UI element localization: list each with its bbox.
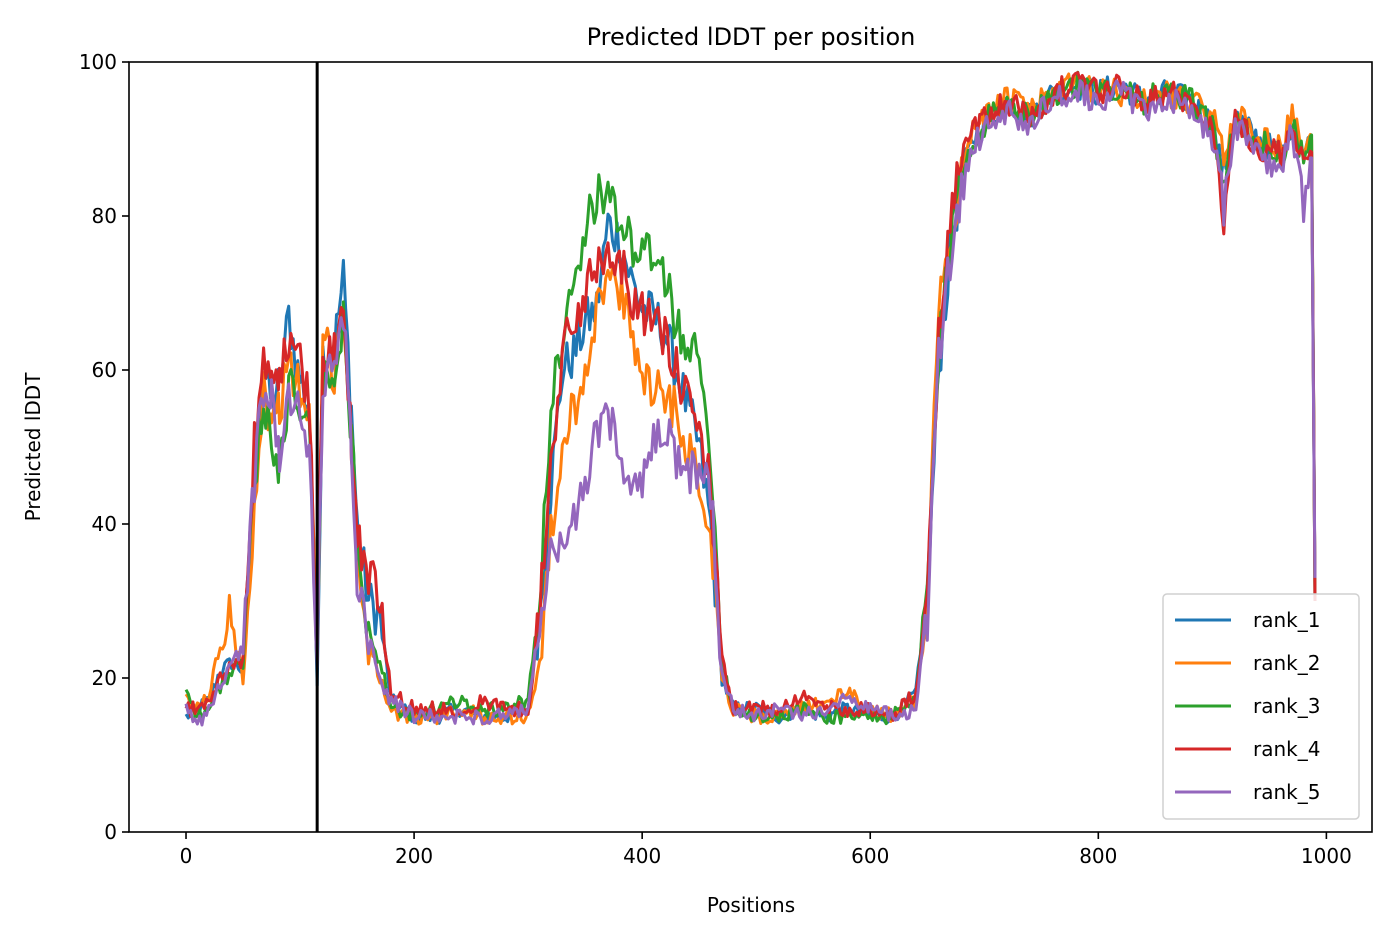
series-line-rank_3 [184, 70, 1317, 726]
legend-box [1162, 593, 1360, 820]
x-tick-label: 200 [395, 844, 433, 868]
series-line-rank_5 [184, 79, 1317, 727]
x-tick-label: 1000 [1301, 844, 1352, 868]
legend-label-rank_5: rank_5 [1253, 780, 1320, 804]
legend-label-rank_3: rank_3 [1253, 694, 1320, 718]
y-axis-label: Predicted lDDT [21, 372, 45, 522]
series-layer [184, 70, 1317, 727]
y-tick-label: 0 [104, 820, 117, 844]
x-tick-label: 0 [180, 844, 193, 868]
y-tick-label: 60 [92, 358, 117, 382]
legend: rank_1 rank_2 rank_3 rank_4 rank_5 [1162, 593, 1360, 820]
series-line-rank_4 [184, 71, 1317, 722]
y-tick-label: 40 [92, 512, 117, 536]
legend-label-rank_2: rank_2 [1253, 651, 1320, 675]
x-axis-label: Positions [707, 893, 795, 917]
x-tick-label: 800 [1079, 844, 1117, 868]
x-tick-label: 600 [851, 844, 889, 868]
y-tick-label: 20 [92, 666, 117, 690]
legend-label-rank_1: rank_1 [1253, 608, 1320, 632]
plot-frame [128, 61, 1373, 833]
x-tick-label: 400 [623, 844, 661, 868]
x-axis: 0 200 400 600 800 1000 [180, 832, 1352, 868]
y-tick-label: 80 [92, 204, 117, 228]
y-axis: 0 20 40 60 80 100 [79, 50, 129, 844]
chart-title: Predicted lDDT per position [587, 23, 916, 51]
series-line-rank_2 [184, 72, 1317, 726]
y-tick-label: 100 [79, 50, 117, 74]
series-line-rank_1 [184, 74, 1317, 725]
legend-label-rank_4: rank_4 [1253, 737, 1320, 761]
